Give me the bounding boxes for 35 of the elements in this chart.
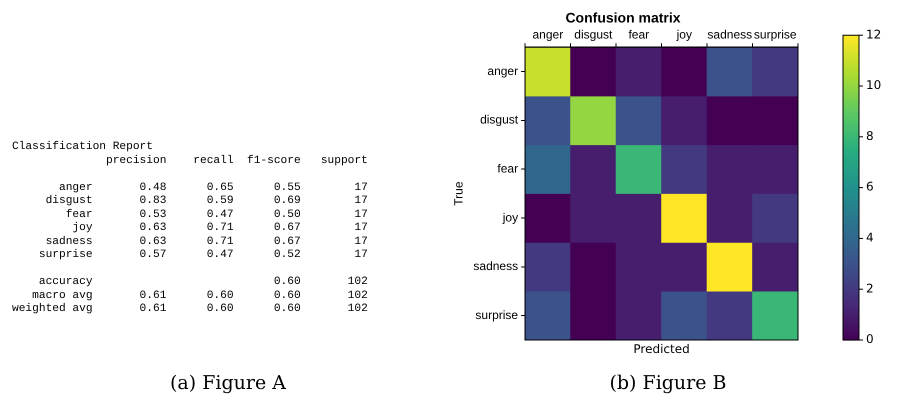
y-axis-title: True bbox=[452, 181, 466, 206]
color-bar-label: 12 bbox=[866, 27, 882, 42]
y-tick-label: surprise bbox=[475, 308, 518, 322]
y-tick-label: sadness bbox=[473, 259, 518, 274]
text: (b) Figure B bbox=[608, 372, 728, 394]
color-bar-label: 0 bbox=[866, 332, 874, 346]
text: (a) Figure A bbox=[169, 372, 288, 394]
color-bar-label: 6 bbox=[866, 180, 874, 194]
text: disgust 0.83 0.59 0.69 17 bbox=[44, 195, 368, 208]
x-tick-label: anger bbox=[532, 27, 564, 42]
text: accuracy 0.60 102 bbox=[38, 276, 368, 290]
x-tick-label: sadness bbox=[707, 27, 752, 42]
text: fear 0.53 0.47 0.50 17 bbox=[64, 208, 368, 222]
y-tick-label: fear bbox=[497, 162, 518, 176]
x-tick-label: disgust bbox=[574, 27, 613, 42]
text: precision recall f1-score support bbox=[104, 154, 368, 168]
color-bar-label: 8 bbox=[866, 128, 874, 143]
text: macro avg 0.61 0.60 0.60 102 bbox=[31, 290, 368, 302]
x-axis-title: Predicted bbox=[633, 342, 690, 356]
text: sadness 0.63 0.71 0.67 17 bbox=[44, 236, 368, 248]
color-bar-label: 10 bbox=[866, 78, 882, 92]
x-tick-label: fear bbox=[628, 27, 650, 42]
text: surprise 0.57 0.47 0.52 17 bbox=[38, 249, 368, 262]
y-tick-label: joy bbox=[502, 210, 518, 224]
x-tick-label: joy bbox=[676, 27, 692, 42]
x-tick-label: surprise bbox=[754, 27, 797, 42]
text: weighted avg 0.61 0.60 0.60 102 bbox=[12, 303, 368, 316]
color-bar-label: 2 bbox=[866, 281, 874, 296]
text: anger 0.48 0.65 0.55 17 bbox=[58, 182, 368, 194]
y-tick-label: disgust bbox=[480, 112, 519, 127]
text: Classification Report bbox=[12, 141, 154, 154]
chart-title: Confusion matrix bbox=[565, 9, 681, 26]
text: joy 0.63 0.71 0.67 17 bbox=[71, 222, 368, 236]
color-bar-label: 4 bbox=[866, 230, 874, 245]
y-tick-label: anger bbox=[487, 64, 518, 78]
